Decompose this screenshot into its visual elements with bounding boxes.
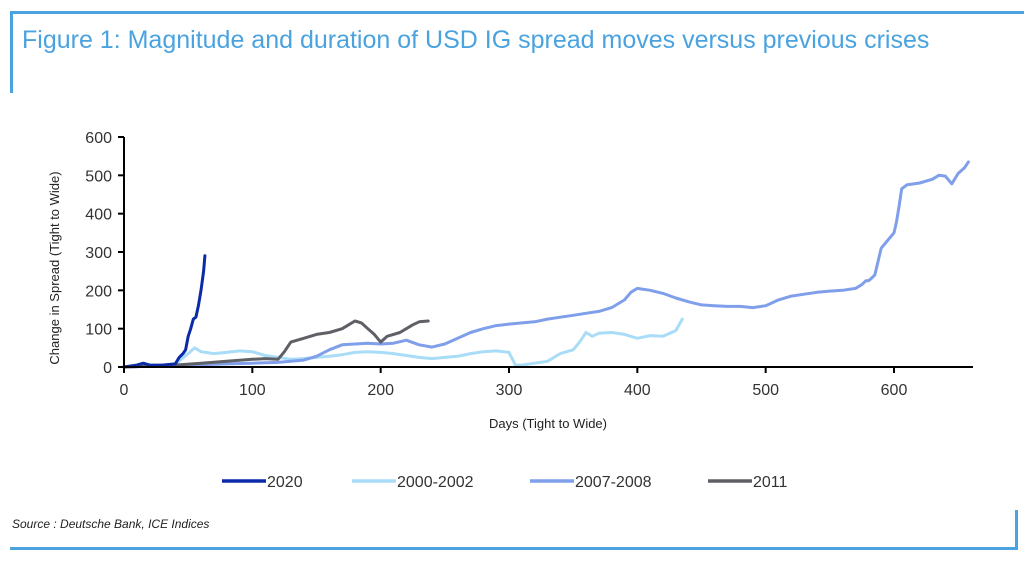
y-tick-label-100: 100: [85, 322, 112, 339]
legend-label-2000-2002: 2000-2002: [397, 474, 474, 491]
x-tick-label-400: 400: [624, 382, 651, 399]
series-line-2007-2008: [122, 160, 970, 369]
line-chart: 0 100 200 300 400 500 600 0 100 200 300 400 500 600 C…: [47, 130, 973, 491]
y-axis-title: Change in Spread (Tight to Wide): [47, 171, 62, 364]
x-tick-label-100: 100: [239, 382, 266, 399]
y-tick-label-500: 500: [85, 168, 112, 185]
series-layer: [122, 160, 970, 369]
y-tick-label-0: 0: [103, 360, 112, 377]
frame-left-border: [10, 11, 13, 93]
legend-item-2007-2008: 2007-2008: [530, 474, 652, 491]
source-note: Source : Deutsche Bank, ICE Indices: [12, 517, 210, 531]
series-line-2000-2002: [122, 317, 684, 369]
y-tick-label-300: 300: [85, 245, 112, 262]
x-tick-label-600: 600: [881, 382, 908, 399]
legend-label-2011: 2011: [753, 474, 788, 491]
legend-label-2020: 2020: [267, 474, 303, 491]
frame-top-border: [10, 11, 1024, 14]
legend: 2020 2000-2002 2007-2008 2011: [222, 474, 788, 491]
frame-right-border: [1015, 510, 1018, 550]
x-tick-label-500: 500: [752, 382, 779, 399]
legend-item-2020: 2020: [222, 474, 303, 491]
legend-item-2000-2002: 2000-2002: [352, 474, 474, 491]
frame-bottom-border: [10, 547, 1018, 550]
y-tick-label-200: 200: [85, 283, 112, 300]
y-tick-label-400: 400: [85, 207, 112, 224]
legend-item-2011: 2011: [708, 474, 788, 491]
x-tick-label-300: 300: [496, 382, 523, 399]
axes-layer: 0 100 200 300 400 500 600 0 100 200 300 400 500 600: [85, 130, 973, 399]
series-line-2020: [122, 254, 207, 369]
legend-label-2007-2008: 2007-2008: [575, 474, 652, 491]
x-tick-label-200: 200: [367, 382, 394, 399]
figure-title: Figure 1: Magnitude and duration of USD …: [22, 26, 930, 54]
series-line-2011: [122, 319, 430, 369]
x-tick-label-0: 0: [120, 382, 129, 399]
x-axis-title: Days (Tight to Wide): [489, 416, 607, 431]
y-tick-label-600: 600: [85, 130, 112, 147]
